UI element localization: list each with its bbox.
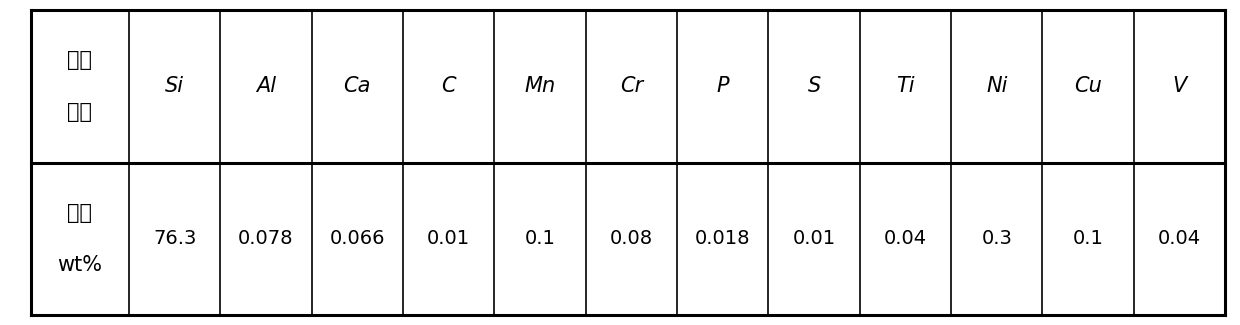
Text: 0.018: 0.018 [694,229,750,248]
Text: 0.04: 0.04 [884,229,928,248]
Text: wt%: wt% [57,255,103,275]
Text: 76.3: 76.3 [153,229,196,248]
Text: 含量: 含量 [67,203,93,223]
Text: 0.08: 0.08 [610,229,653,248]
Text: Ca: Ca [343,76,371,96]
Text: Ti: Ti [897,76,915,96]
Text: C: C [441,76,456,96]
Text: 0.078: 0.078 [238,229,294,248]
Text: S: S [807,76,821,96]
Text: 0.3: 0.3 [981,229,1012,248]
Text: 硅铁: 硅铁 [67,50,93,70]
Text: Ni: Ni [986,76,1007,96]
Text: 0.066: 0.066 [330,229,386,248]
Text: 0.01: 0.01 [792,229,836,248]
Text: V: V [1172,76,1187,96]
Text: P: P [717,76,729,96]
Text: 0.1: 0.1 [1073,229,1104,248]
Text: 0.1: 0.1 [525,229,556,248]
Text: 0.04: 0.04 [1158,229,1202,248]
Text: Cu: Cu [1074,76,1102,96]
Text: Al: Al [255,76,277,96]
Text: Mn: Mn [525,76,556,96]
Text: 0.01: 0.01 [427,229,470,248]
Text: 成分: 成分 [67,102,93,122]
Text: Si: Si [165,76,184,96]
Text: Cr: Cr [620,76,644,96]
